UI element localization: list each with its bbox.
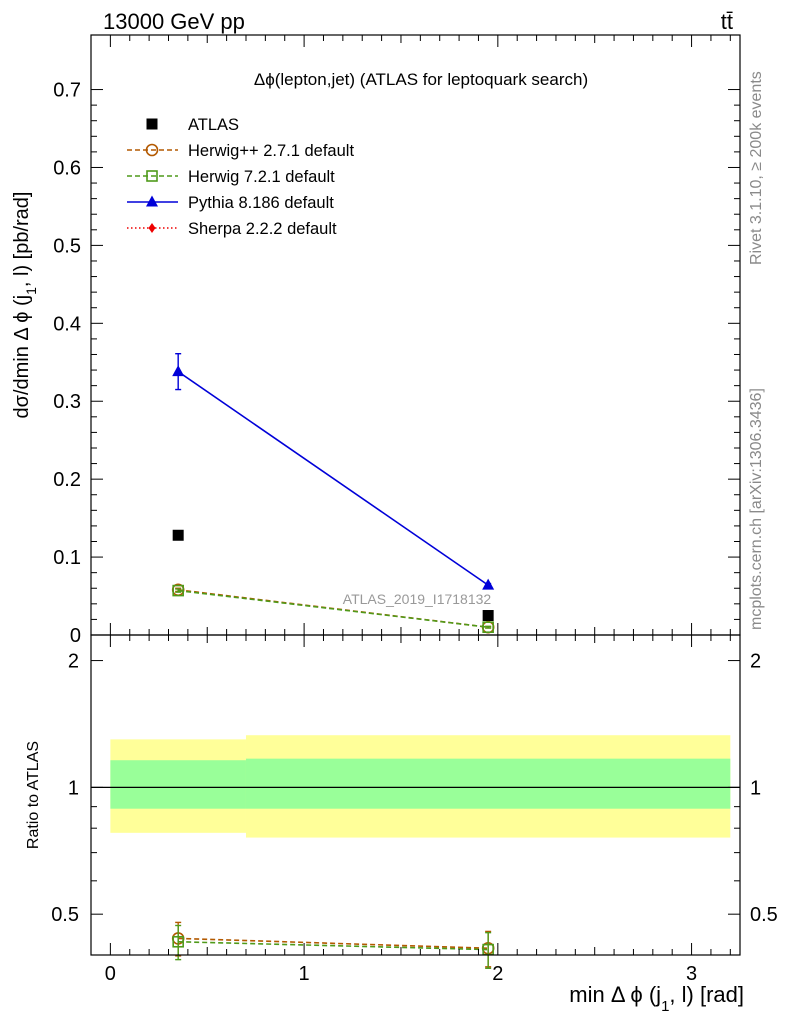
ratio-herwigpp-line [178,937,489,950]
x-tick-label: 2 [492,963,503,985]
energy-label: 13000 GeV pp [103,9,245,34]
x-tick-label: 1 [299,963,310,985]
ratio-herwig7-point [172,935,184,948]
main-pythia-point [172,365,185,377]
legend-herwig7-marker [146,170,158,182]
main-y-axis-title: dσ/dmin Δ ϕ (j1, l) [pb/rad] [11,191,39,418]
main-y-tick-label: 0.1 [53,547,81,569]
ratio-y-tick-label-right: 2 [750,651,761,673]
analysis-watermark: ATLAS_2019_I1718132 [343,591,492,607]
legend-herwig7-label: Herwig 7.2.1 default [188,168,335,186]
ratio-y-tick-label-right: 0.5 [750,904,778,926]
ratio-panel: 0.5 0.5 1 1 2 2 0 1 2 3 Ratio to ATLAS [25,634,778,985]
x-tick-label: 0 [105,963,116,985]
ratio-y-tick-label-left: 2 [68,651,79,673]
legend-atlas-marker [146,118,158,130]
main-herwig7-point [172,584,184,597]
ratio-y-axis-title: Ratio to ATLAS [25,741,42,849]
main-pythia-line [177,370,489,586]
legend-herwigpp-marker [145,143,159,157]
x-axis-title: min Δ ϕ (j1, l) [rad] [569,982,744,1015]
main-y-tick-label: 0 [70,625,81,647]
x-tick-label: 3 [686,963,697,985]
ratio-frame [90,634,741,956]
main-herwig7-point [482,621,494,634]
main-y-tick-label: 0.4 [53,313,81,335]
rivet-version-label: Rivet 3.1.10, ≥ 200k events [748,71,765,265]
ratio-y-tick-label-right: 1 [750,777,761,799]
main-y-tick-label: 0.6 [53,157,81,179]
main-y-tick-label: 0.7 [53,80,81,102]
ratio-y-tick-label-left: 0.5 [51,904,79,926]
ratio-herwig7-line [178,940,489,951]
legend-sherpa-marker [148,223,156,233]
ratio-y-tick-label-left: 1 [68,777,79,799]
chart-title: Δϕ(lepton,jet) (ATLAS for leptoquark sea… [254,70,588,89]
ratio-band-inner [245,758,731,809]
process-label: tt̄ [721,9,733,34]
legend-sherpa-label: Sherpa 2.2.2 default [188,220,337,238]
main-atlas-point [172,529,184,541]
ratio-band-inner [110,760,246,809]
main-y-tick-label: 0.3 [53,391,81,413]
main-panel: Δϕ(lepton,jet) (ATLAS for leptoquark sea… [11,34,741,647]
legend-pythia-marker [146,195,158,207]
main-herwig7-line [178,589,489,629]
main-pythia-point [482,578,495,590]
legend-atlas-label: ATLAS [188,116,239,134]
legend-herwigpp-label: Herwig++ 2.7.1 default [188,142,354,160]
main-y-tick-label: 0.5 [53,235,81,257]
legend-pythia-label: Pythia 8.186 default [188,194,334,212]
main-y-tick-label: 0.2 [53,469,81,491]
main-atlas-point [482,610,494,622]
legend: ATLAS Herwig++ 2.7.1 default Herwig 7.2.1 … [127,116,354,238]
mcplots-label: mcplots.cern.ch [arXiv:1306.3436] [748,388,765,630]
